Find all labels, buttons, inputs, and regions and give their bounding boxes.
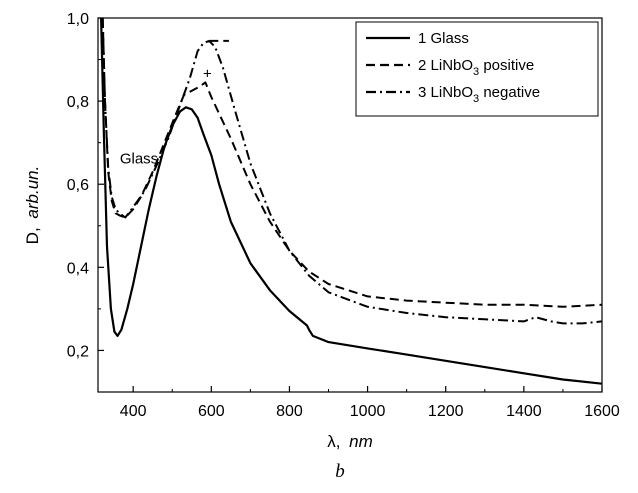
- legend-label-1: 1 Glass: [418, 30, 469, 47]
- x-tick-label: 800: [276, 403, 303, 420]
- series-line-3: [101, 18, 602, 325]
- x-tick-label: 600: [198, 403, 225, 420]
- x-tick-label: 1200: [428, 403, 464, 420]
- annotation-1: Glass: [120, 150, 158, 167]
- legend-name: Glass: [431, 30, 469, 47]
- series-layer: [100, 18, 602, 385]
- y-tick-label: 0,4: [67, 260, 89, 277]
- y-tick-label: 0,8: [67, 94, 89, 111]
- legend-suffix: negative: [479, 84, 540, 101]
- legend-label-3: 3 LiNbO3 negative: [418, 84, 540, 105]
- y-tick-label: 0,6: [67, 177, 89, 194]
- legend-subscript: 3: [473, 93, 479, 105]
- series-line-1: [100, 18, 602, 385]
- legend-number: 1: [418, 30, 431, 47]
- y-axis-title: D, arb.un.: [23, 166, 42, 245]
- plot-area: Glass +: [97, 17, 603, 393]
- y-tick-label: 1,0: [67, 11, 89, 28]
- axes-layer: 400 600 800 1000 1200 1400 1600 0,2 0,4 0,6 0,8 1,0: [67, 11, 620, 420]
- plot-frame: [97, 17, 603, 393]
- legend-label-2: 2 LiNbO3 positive: [418, 57, 534, 78]
- y-tick-label: 0,2: [67, 343, 89, 360]
- legend-name: LiNbO: [431, 84, 474, 101]
- x-tick-label: 1000: [350, 403, 386, 420]
- panel-label: b: [335, 461, 345, 482]
- x-axis-symbol: λ,: [327, 432, 340, 451]
- annotation-layer: Glass +: [120, 65, 212, 167]
- x-axis-title: λ, nm: [327, 432, 373, 451]
- series-line-2: [101, 18, 602, 308]
- x-axis-unit: nm: [349, 432, 373, 451]
- x-tick-label: 400: [120, 403, 147, 420]
- annotation-2: +: [203, 65, 212, 82]
- legend-name: LiNbO: [431, 57, 474, 74]
- legend-suffix: positive: [479, 57, 534, 74]
- y-axis-symbol: D,: [23, 227, 42, 244]
- legend-subscript: 3: [473, 66, 479, 78]
- legend-number: 3: [418, 84, 431, 101]
- x-tick-label: 1600: [584, 403, 620, 420]
- x-tick-label: 1400: [506, 403, 542, 420]
- y-axis-unit: arb.un.: [23, 166, 42, 219]
- legend-number: 2: [418, 57, 431, 74]
